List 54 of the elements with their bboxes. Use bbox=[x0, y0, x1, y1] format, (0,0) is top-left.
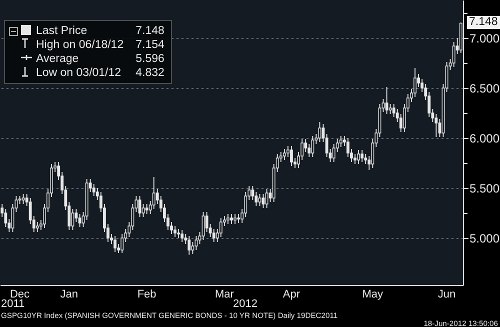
annotation: 7.148 bbox=[134, 24, 166, 38]
candlestick bbox=[282, 148, 286, 160]
x-tick-label: May bbox=[362, 288, 384, 300]
candlestick bbox=[71, 208, 74, 230]
candlestick bbox=[251, 186, 254, 200]
text: 2012 bbox=[233, 298, 258, 310]
x-tick-label: Feb bbox=[137, 288, 156, 300]
text: 2011 bbox=[1, 298, 25, 310]
annotation: 7.154 bbox=[134, 38, 166, 52]
candlestick bbox=[262, 194, 265, 208]
y-tick-label: 5.000 bbox=[470, 232, 500, 246]
candlestick bbox=[78, 214, 82, 228]
candlestick bbox=[114, 236, 116, 252]
candlestick bbox=[258, 194, 262, 206]
candlestick bbox=[385, 86, 388, 114]
candlestick bbox=[36, 222, 39, 232]
x-tick-label: Mar bbox=[214, 288, 234, 300]
x-tick-label: Jan bbox=[60, 288, 78, 300]
candlestick bbox=[230, 214, 233, 224]
candlestick bbox=[234, 214, 236, 224]
legend-label: Last Price bbox=[35, 24, 88, 38]
candlestick bbox=[180, 230, 184, 242]
y-tick-label: 7.000 bbox=[470, 32, 500, 46]
candlestick bbox=[318, 122, 322, 142]
x-tick-label: Apr bbox=[282, 288, 300, 300]
y-tick-label: 6.500 bbox=[470, 82, 500, 96]
candlestick bbox=[357, 150, 360, 164]
candlestick bbox=[191, 242, 194, 254]
candlestick bbox=[205, 212, 208, 232]
annotation: 4.832 bbox=[134, 66, 166, 80]
annotation: Average bbox=[35, 52, 80, 66]
candlestick bbox=[188, 236, 191, 256]
candlestick bbox=[145, 204, 148, 214]
y-tick-label: 6.000 bbox=[470, 132, 500, 146]
candlestick bbox=[174, 226, 176, 238]
y-tick-label: 5.500 bbox=[470, 182, 500, 196]
candlestick bbox=[254, 192, 258, 206]
annotation: Low on 03/01/12 bbox=[35, 66, 122, 80]
annotation: 5.596 bbox=[134, 52, 166, 66]
candlestick bbox=[360, 150, 364, 162]
candlestick bbox=[226, 214, 230, 224]
candlestick bbox=[311, 136, 314, 158]
candlestick bbox=[290, 146, 293, 166]
candlestick bbox=[142, 204, 145, 218]
candlestick bbox=[194, 236, 198, 250]
candlestick bbox=[74, 208, 78, 222]
text: 7.148 bbox=[467, 16, 500, 29]
candlestick bbox=[452, 42, 456, 68]
candlestick bbox=[22, 194, 25, 204]
annotation: High on 06/18/12 bbox=[35, 38, 125, 52]
x-tick-label: Dec bbox=[10, 288, 30, 300]
x-tick-label: Jun bbox=[438, 288, 456, 300]
candlestick bbox=[265, 188, 268, 208]
candlestick bbox=[388, 104, 392, 114]
